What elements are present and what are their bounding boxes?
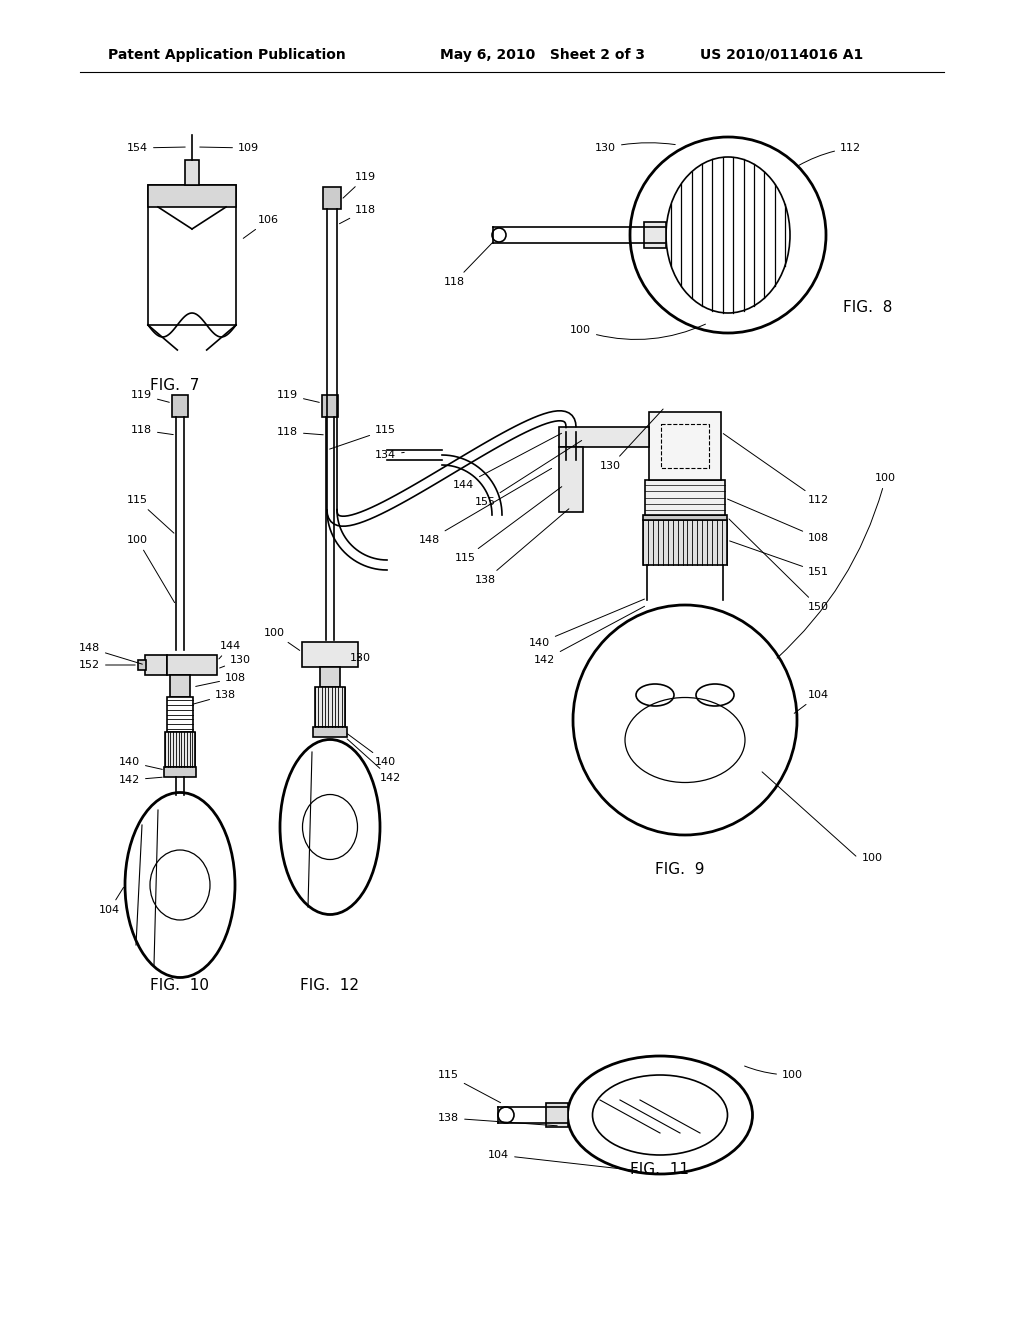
Text: 142: 142	[119, 775, 162, 785]
Bar	[302, 642, 358, 667]
Text: 108: 108	[728, 499, 829, 543]
Text: May 6, 2010   Sheet 2 of 3: May 6, 2010 Sheet 2 of 3	[440, 48, 645, 62]
Text: 119: 119	[131, 389, 169, 403]
Bar	[559, 447, 583, 512]
Text: 140: 140	[528, 599, 644, 648]
Bar	[315, 686, 345, 727]
Bar	[145, 655, 167, 675]
Bar	[644, 222, 666, 248]
Text: US 2010/0114016 A1: US 2010/0114016 A1	[700, 48, 863, 62]
Text: 100: 100	[570, 325, 706, 339]
Text: 100: 100	[862, 853, 883, 863]
Text: 155: 155	[475, 441, 582, 507]
Bar	[167, 697, 193, 733]
Text: 134: 134	[375, 450, 404, 459]
Bar	[172, 395, 188, 417]
Text: 109: 109	[200, 143, 259, 153]
Text: 118: 118	[131, 425, 173, 436]
Text: FIG.  9: FIG. 9	[655, 862, 705, 878]
Text: 154: 154	[127, 143, 185, 153]
Text: 108: 108	[196, 673, 246, 686]
Bar	[185, 160, 199, 185]
Text: 144: 144	[219, 642, 242, 659]
Text: FIG.  10: FIG. 10	[151, 978, 210, 993]
Text: 130: 130	[600, 409, 664, 471]
Bar	[645, 480, 725, 515]
Text: 148: 148	[419, 469, 552, 545]
Bar	[319, 667, 340, 686]
Text: 100: 100	[264, 628, 300, 651]
Text: FIG.  8: FIG. 8	[844, 301, 893, 315]
Bar	[649, 412, 721, 480]
Text: 140: 140	[347, 734, 396, 767]
Text: 130: 130	[350, 653, 371, 663]
Text: 118: 118	[340, 205, 376, 223]
Bar	[170, 675, 190, 697]
Bar	[148, 185, 236, 207]
Bar	[643, 520, 727, 565]
Text: 144: 144	[453, 433, 561, 490]
Text: 138: 138	[438, 1113, 557, 1126]
Text: 142: 142	[347, 739, 401, 783]
Bar	[323, 187, 341, 209]
Text: 142: 142	[534, 606, 644, 665]
Text: 106: 106	[244, 215, 279, 239]
Text: 138: 138	[193, 690, 237, 705]
Text: 152: 152	[79, 660, 135, 671]
Bar	[164, 767, 196, 777]
Bar	[662, 424, 709, 469]
Text: 118: 118	[276, 426, 324, 437]
Text: 112: 112	[723, 433, 829, 506]
Text: 150: 150	[729, 519, 829, 612]
Text: 100: 100	[744, 1067, 803, 1080]
Text: 115: 115	[330, 425, 396, 449]
Text: FIG.  11: FIG. 11	[631, 1163, 689, 1177]
Text: 115: 115	[127, 495, 174, 533]
Text: 151: 151	[730, 541, 829, 577]
Text: FIG.  7: FIG. 7	[151, 378, 200, 392]
Text: 118: 118	[443, 242, 494, 286]
Text: 119: 119	[343, 172, 376, 198]
Text: 148: 148	[79, 643, 142, 664]
Bar	[546, 1104, 568, 1127]
Bar	[138, 660, 146, 671]
Text: 104: 104	[795, 690, 829, 713]
Text: 140: 140	[119, 756, 162, 770]
Text: 115: 115	[455, 487, 562, 564]
Ellipse shape	[666, 157, 790, 313]
Bar	[165, 733, 195, 767]
Text: 115: 115	[438, 1071, 501, 1102]
Text: 100: 100	[127, 535, 174, 603]
Bar	[167, 655, 217, 675]
Text: 130: 130	[219, 655, 251, 668]
Bar	[559, 426, 649, 447]
Bar	[313, 727, 347, 737]
Bar	[148, 185, 236, 325]
Text: 138: 138	[475, 508, 569, 585]
Text: 104: 104	[99, 887, 124, 915]
Text: 112: 112	[799, 143, 861, 165]
Text: FIG.  12: FIG. 12	[300, 978, 359, 993]
Bar	[643, 515, 727, 520]
Text: 104: 104	[488, 1150, 637, 1171]
Text: 100: 100	[777, 473, 896, 659]
Text: 130: 130	[595, 143, 675, 153]
Text: 119: 119	[276, 389, 319, 403]
Bar	[322, 395, 338, 417]
Text: Patent Application Publication: Patent Application Publication	[108, 48, 346, 62]
